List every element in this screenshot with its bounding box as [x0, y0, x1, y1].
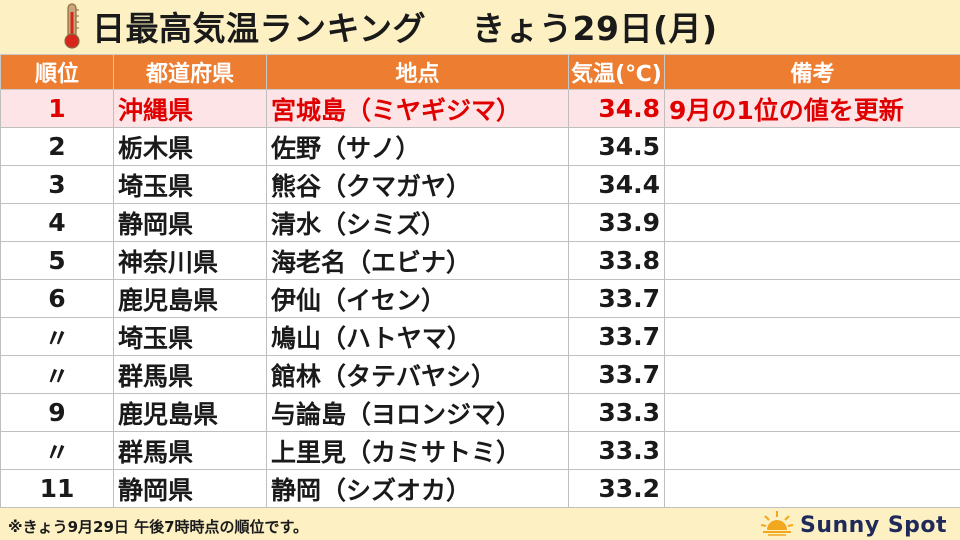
prefecture-cell: 群馬県 [113, 355, 267, 394]
table-row: 6 鹿児島県 伊仙（イセン） 33.7 [0, 279, 960, 318]
title-bar: 日最高気温ランキング きょう29日(月) [0, 0, 960, 52]
temp-cell: 33.8 [568, 241, 665, 280]
temp-cell: 34.5 [568, 127, 665, 166]
location-cell: 与論島（ヨロンジマ） [266, 393, 569, 432]
note-cell [664, 241, 960, 280]
table-row: 4 静岡県 清水（シミズ） 33.9 [0, 203, 960, 242]
note-cell [664, 317, 960, 356]
footnote: ※きょう9月29日 午後7時時点の順位です。 [8, 517, 309, 536]
location-cell: 鳩山（ハトヤマ） [266, 317, 569, 356]
header-temp: 気温(℃) [568, 54, 665, 90]
rank-cell: 5 [0, 241, 114, 280]
location-cell: 清水（シミズ） [266, 203, 569, 242]
prefecture-cell: 沖縄県 [113, 89, 267, 128]
rank-cell: 11 [0, 469, 114, 508]
ranking-table: 順位 都道府県 地点 気温(℃) 備考 1 沖縄県 宮城島（ミヤギジマ） 34.… [0, 54, 960, 508]
temp-cell: 33.3 [568, 393, 665, 432]
temp-cell: 33.2 [568, 469, 665, 508]
table-row: 1 沖縄県 宮城島（ミヤギジマ） 34.8 9月の1位の値を更新 [0, 89, 960, 128]
title-main: 日最高気温ランキング [92, 9, 427, 48]
header-note: 備考 [664, 54, 960, 90]
note-cell [664, 203, 960, 242]
location-cell: 伊仙（イセン） [266, 279, 569, 318]
title-date: きょう29日(月) [472, 9, 718, 48]
sunny-spot-logo: Sunny Spot [760, 510, 956, 540]
prefecture-cell: 静岡県 [113, 469, 267, 508]
location-cell: 上里見（カミサトミ） [266, 431, 569, 470]
temp-cell: 33.9 [568, 203, 665, 242]
table-row: 3 埼玉県 熊谷（クマガヤ） 34.4 [0, 165, 960, 204]
note-cell [664, 393, 960, 432]
temp-cell: 33.7 [568, 317, 665, 356]
header-rank: 順位 [0, 54, 114, 90]
note-cell [664, 355, 960, 394]
page-title: 日最高気温ランキング きょう29日(月) [92, 2, 718, 50]
temp-cell: 33.7 [568, 355, 665, 394]
note-cell [664, 279, 960, 318]
note-cell [664, 165, 960, 204]
note-cell [664, 431, 960, 470]
note-cell [664, 469, 960, 508]
table-row: 5 神奈川県 海老名（エビナ） 33.8 [0, 241, 960, 280]
sunrise-icon [760, 510, 794, 540]
prefecture-cell: 埼玉県 [113, 165, 267, 204]
prefecture-cell: 鹿児島県 [113, 279, 267, 318]
table-row: 2 栃木県 佐野（サノ） 34.5 [0, 127, 960, 166]
table-row: 〃 群馬県 上里見（カミサトミ） 33.3 [0, 431, 960, 470]
rank-cell: 〃 [0, 355, 114, 394]
rank-cell: 4 [0, 203, 114, 242]
rank-cell: 9 [0, 393, 114, 432]
rank-cell: 〃 [0, 317, 114, 356]
location-cell: 佐野（サノ） [266, 127, 569, 166]
temp-cell: 34.4 [568, 165, 665, 204]
header-location: 地点 [266, 54, 569, 90]
rank-cell: 1 [0, 89, 114, 128]
table-row: 〃 群馬県 館林（タテバヤシ） 33.7 [0, 355, 960, 394]
prefecture-cell: 栃木県 [113, 127, 267, 166]
table-header-row: 順位 都道府県 地点 気温(℃) 備考 [0, 54, 960, 90]
rank-cell: 3 [0, 165, 114, 204]
location-cell: 宮城島（ミヤギジマ） [266, 89, 569, 128]
header-prefecture: 都道府県 [113, 54, 267, 90]
prefecture-cell: 鹿児島県 [113, 393, 267, 432]
table-row: 9 鹿児島県 与論島（ヨロンジマ） 33.3 [0, 393, 960, 432]
location-cell: 館林（タテバヤシ） [266, 355, 569, 394]
prefecture-cell: 神奈川県 [113, 241, 267, 280]
prefecture-cell: 群馬県 [113, 431, 267, 470]
temp-cell: 33.7 [568, 279, 665, 318]
rank-cell: 6 [0, 279, 114, 318]
temp-cell: 33.3 [568, 431, 665, 470]
note-cell [664, 127, 960, 166]
note-cell: 9月の1位の値を更新 [664, 89, 960, 128]
location-cell: 海老名（エビナ） [266, 241, 569, 280]
location-cell: 静岡（シズオカ） [266, 469, 569, 508]
logo-text: Sunny Spot [800, 512, 948, 538]
table-row: 11 静岡県 静岡（シズオカ） 33.2 [0, 469, 960, 508]
location-cell: 熊谷（クマガヤ） [266, 165, 569, 204]
thermometer-icon [62, 2, 82, 50]
rank-cell: 〃 [0, 431, 114, 470]
prefecture-cell: 埼玉県 [113, 317, 267, 356]
rank-cell: 2 [0, 127, 114, 166]
table-row: 〃 埼玉県 鳩山（ハトヤマ） 33.7 [0, 317, 960, 356]
prefecture-cell: 静岡県 [113, 203, 267, 242]
temp-cell: 34.8 [568, 89, 665, 128]
